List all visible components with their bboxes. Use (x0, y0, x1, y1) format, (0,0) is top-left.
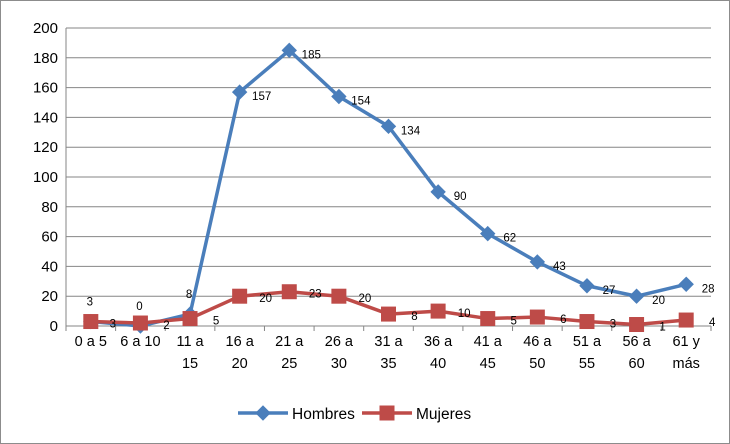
x-tick-label: 31 a 35 (374, 334, 403, 372)
data-point-mujeres (281, 284, 297, 300)
data-label-hombres: 90 (454, 191, 467, 203)
gridlines (66, 27, 711, 297)
series-layer (83, 42, 694, 334)
data-label-hombres: 28 (702, 283, 715, 295)
data-label-hombres: 154 (351, 96, 371, 108)
y-tick-label: 80 (41, 199, 58, 216)
data-point-mujeres (232, 288, 248, 304)
legend-label-hombres: Hombres (292, 406, 355, 423)
legend-marker-mujeres (379, 405, 395, 421)
x-tick-label: 11 a 15 (176, 334, 204, 372)
x-tick-label: 56 a 60 (622, 334, 651, 372)
data-point-mujeres (132, 315, 148, 331)
x-tick-label: 16 a 20 (226, 334, 255, 372)
data-point-mujeres (182, 311, 198, 327)
x-tick-label: 6 a 10 (120, 334, 160, 350)
y-tick-label: 60 (41, 229, 58, 246)
y-tick-label: 200 (33, 20, 58, 37)
data-label-mujeres: 5 (511, 316, 517, 328)
data-label-mujeres: 6 (560, 314, 566, 326)
data-label-hombres: 62 (503, 233, 516, 245)
y-tick-label: 100 (33, 169, 58, 186)
y-tick-label: 180 (33, 50, 58, 67)
legend: Hombres Mujeres (238, 405, 471, 423)
data-label-mujeres: 23 (309, 289, 322, 301)
data-label-hombres: 8 (186, 289, 192, 301)
legend-label-mujeres: Mujeres (416, 406, 471, 423)
data-label-mujeres: 1 (659, 322, 665, 334)
data-label-mujeres: 3 (110, 319, 116, 331)
x-tick-label: 36 a 40 (424, 334, 453, 372)
data-label-hombres: 27 (603, 285, 616, 297)
data-label-hombres: 20 (652, 295, 665, 307)
data-point-hombres (579, 278, 595, 294)
y-tick-label: 20 (41, 288, 58, 305)
data-point-mujeres (678, 312, 694, 328)
data-point-hombres (380, 118, 397, 135)
data-point-hombres (331, 88, 347, 105)
data-label-mujeres: 5 (213, 316, 219, 328)
data-label-mujeres: 4 (709, 317, 716, 329)
data-label-hombres: 157 (252, 91, 271, 103)
data-label-mujeres: 20 (358, 293, 371, 305)
x-tick-label: 21 a 25 (275, 334, 304, 372)
data-point-hombres (480, 225, 496, 242)
x-tick-label: 61 y más (672, 334, 700, 372)
data-point-mujeres (331, 288, 347, 304)
data-label-mujeres: 3 (610, 319, 616, 331)
data-label-mujeres: 20 (259, 293, 272, 305)
series-line-hombres (90, 48, 687, 328)
data-point-hombres (529, 254, 546, 270)
data-point-hombres (678, 276, 694, 292)
data-point-mujeres (83, 314, 99, 330)
x-tick-label: 26 a 30 (325, 334, 354, 372)
data-label-hombres: 3 (87, 297, 93, 309)
data-point-hombres (628, 288, 645, 304)
legend-marker-hombres (255, 405, 271, 421)
data-point-mujeres (430, 303, 446, 319)
y-tick-label: 0 (50, 318, 58, 335)
x-tick-label: 46 a 50 (523, 334, 552, 372)
x-tick-label: 41 a 45 (474, 334, 503, 372)
data-label-mujeres: 8 (411, 311, 417, 323)
data-point-mujeres (529, 309, 545, 325)
data-label-mujeres: 10 (458, 308, 471, 320)
data-point-hombres (231, 84, 248, 100)
data-point-mujeres (480, 311, 496, 327)
data-point-hombres (281, 42, 297, 59)
axes (65, 28, 712, 331)
data-label-mujeres: 2 (163, 320, 169, 332)
data-label-hombres: 43 (553, 261, 566, 273)
y-tick-label: 160 (33, 80, 58, 97)
y-tick-label: 120 (33, 139, 58, 156)
data-label-hombres: 0 (136, 301, 142, 313)
y-tick-label: 140 (33, 109, 58, 126)
y-axis-tick-labels: 0 20 40 60 80 100 120 140 160 180 200 (33, 20, 58, 335)
x-tick-label: 0 a 5 (75, 334, 107, 350)
data-point-mujeres (579, 314, 595, 330)
data-point-mujeres (381, 306, 396, 322)
x-tick-label: 51 a 55 (573, 334, 602, 372)
y-tick-label: 40 (41, 258, 58, 275)
data-point-mujeres (629, 317, 645, 333)
data-label-hombres: 185 (302, 49, 321, 61)
data-point-hombres (430, 184, 446, 200)
data-label-hombres: 134 (401, 125, 421, 137)
